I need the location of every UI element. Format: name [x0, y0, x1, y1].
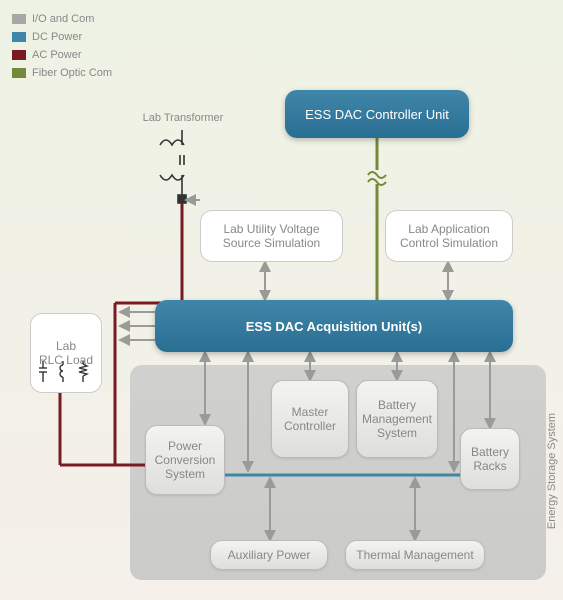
- diagram-canvas: I/O and Com DC Power AC Power Fiber Opti…: [0, 0, 563, 600]
- legend-label: DC Power: [32, 28, 82, 46]
- legend-item-io: I/O and Com: [12, 10, 112, 28]
- lab-voltage-label: Lab Utility Voltage Source Simulation: [223, 222, 320, 250]
- legend: I/O and Com DC Power AC Power Fiber Opti…: [12, 10, 112, 82]
- legend-swatch-io: [12, 14, 26, 24]
- lab-transformer-label: Lab Transformer: [128, 112, 238, 124]
- legend-item-ac: AC Power: [12, 46, 112, 64]
- thermal-label: Thermal Management: [356, 548, 473, 562]
- acquisition-unit-box: ESS DAC Acquisition Unit(s): [155, 300, 513, 352]
- battery-label: Battery Racks: [471, 445, 509, 473]
- ess-storage-label: Energy Storage System: [546, 413, 558, 529]
- controller-label: ESS DAC Controller Unit: [305, 107, 449, 122]
- legend-label: AC Power: [32, 46, 82, 64]
- legend-item-dc: DC Power: [12, 28, 112, 46]
- bms-box: Battery Management System: [356, 380, 438, 458]
- bms-label: Battery Management System: [362, 398, 432, 440]
- lab-app-box: Lab Application Control Simulation: [385, 210, 513, 262]
- power-conv-label: Power Conversion System: [155, 439, 216, 481]
- battery-racks-box: Battery Racks: [460, 428, 520, 490]
- fiber-line: [368, 138, 386, 300]
- legend-item-fiber: Fiber Optic Com: [12, 64, 112, 82]
- legend-swatch-dc: [12, 32, 26, 42]
- lab-voltage-box: Lab Utility Voltage Source Simulation: [200, 210, 343, 262]
- auxiliary-power-box: Auxiliary Power: [210, 540, 328, 570]
- thermal-management-box: Thermal Management: [345, 540, 485, 570]
- legend-swatch-ac: [12, 50, 26, 60]
- lab-app-label: Lab Application Control Simulation: [400, 222, 498, 250]
- master-controller-box: Master Controller: [271, 380, 349, 458]
- legend-swatch-fiber: [12, 68, 26, 78]
- master-label: Master Controller: [284, 405, 336, 433]
- acquisition-label: ESS DAC Acquisition Unit(s): [246, 319, 422, 334]
- aux-label: Auxiliary Power: [228, 548, 311, 562]
- legend-label: I/O and Com: [32, 10, 94, 28]
- legend-label: Fiber Optic Com: [32, 64, 112, 82]
- rlc-icon: [33, 358, 99, 388]
- controller-unit-box: ESS DAC Controller Unit: [285, 90, 469, 138]
- power-conversion-box: Power Conversion System: [145, 425, 225, 495]
- transformer-icon: [160, 130, 186, 203]
